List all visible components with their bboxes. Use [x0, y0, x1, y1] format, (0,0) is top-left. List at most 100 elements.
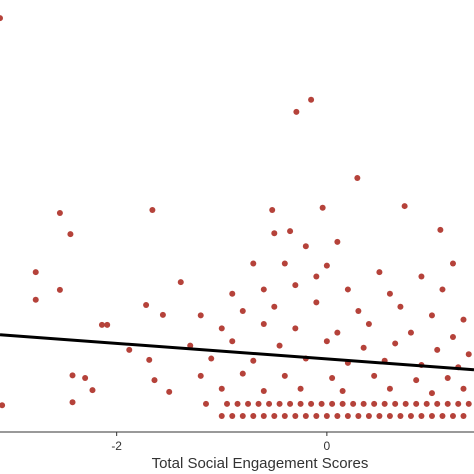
- point: [334, 238, 341, 245]
- point: [302, 413, 309, 420]
- point: [126, 346, 133, 353]
- point: [407, 329, 414, 336]
- point: [423, 400, 430, 407]
- point: [224, 400, 231, 407]
- point: [229, 413, 236, 420]
- point: [146, 356, 153, 363]
- point: [350, 400, 357, 407]
- point: [460, 385, 467, 392]
- point: [82, 375, 89, 381]
- point: [407, 413, 414, 420]
- point: [313, 413, 320, 420]
- point: [386, 290, 393, 297]
- point: [449, 260, 456, 267]
- point: [428, 413, 435, 420]
- point: [318, 400, 325, 407]
- point: [313, 273, 320, 280]
- point: [287, 228, 294, 235]
- point: [386, 385, 393, 392]
- point: [323, 262, 330, 269]
- point: [104, 321, 111, 328]
- point: [439, 413, 446, 420]
- point: [260, 321, 267, 327]
- point: [339, 400, 346, 407]
- point: [392, 400, 399, 407]
- point: [281, 260, 288, 267]
- point: [218, 413, 225, 420]
- point: [292, 282, 299, 289]
- point: [329, 400, 336, 407]
- point: [229, 338, 236, 345]
- point: [0, 15, 3, 22]
- point: [323, 413, 330, 420]
- point: [444, 400, 451, 407]
- point: [67, 231, 74, 238]
- point: [159, 311, 166, 318]
- point: [260, 387, 267, 394]
- point: [98, 321, 105, 328]
- point: [371, 400, 378, 407]
- point: [376, 269, 383, 276]
- point: [355, 308, 362, 315]
- point: [371, 372, 378, 379]
- point: [239, 370, 246, 377]
- point: [269, 206, 276, 213]
- point: [266, 400, 273, 407]
- point: [292, 413, 299, 420]
- point: [319, 204, 326, 211]
- point: [276, 342, 283, 349]
- point: [151, 377, 158, 384]
- point: [218, 325, 225, 332]
- point: [418, 273, 425, 280]
- point: [434, 346, 441, 353]
- point: [329, 375, 336, 381]
- point: [437, 226, 444, 233]
- point: [293, 108, 300, 115]
- point: [260, 413, 267, 420]
- point: [276, 400, 283, 407]
- point: [439, 286, 446, 293]
- point: [465, 351, 472, 358]
- point: [245, 400, 252, 407]
- point: [465, 400, 472, 407]
- point: [89, 387, 96, 394]
- point: [250, 413, 257, 420]
- point: [344, 286, 351, 293]
- point: [397, 303, 404, 310]
- point: [177, 279, 184, 286]
- point: [449, 413, 456, 420]
- point: [397, 413, 404, 420]
- point: [449, 333, 456, 340]
- point: [413, 377, 420, 384]
- point: [402, 400, 409, 407]
- point: [428, 312, 435, 319]
- point: [344, 413, 351, 420]
- point: [323, 338, 330, 345]
- point: [202, 400, 209, 407]
- point: [187, 342, 194, 349]
- point: [239, 308, 246, 315]
- point: [334, 329, 341, 336]
- point: [69, 399, 76, 406]
- point: [460, 413, 467, 420]
- point: [287, 400, 294, 407]
- point: [229, 290, 236, 297]
- point: [271, 230, 278, 237]
- point: [32, 269, 39, 276]
- point: [166, 388, 173, 395]
- point: [381, 400, 388, 407]
- point: [455, 400, 462, 407]
- point: [255, 400, 262, 407]
- point: [360, 400, 367, 407]
- point: [444, 375, 451, 381]
- point: [281, 372, 288, 379]
- point: [313, 299, 320, 306]
- point: [355, 413, 362, 420]
- x-tick-label: -2: [111, 439, 122, 453]
- point: [339, 387, 346, 394]
- point: [260, 286, 267, 293]
- point: [271, 303, 278, 310]
- point: [334, 413, 341, 420]
- x-axis-label: Total Social Engagement Scores: [152, 455, 369, 472]
